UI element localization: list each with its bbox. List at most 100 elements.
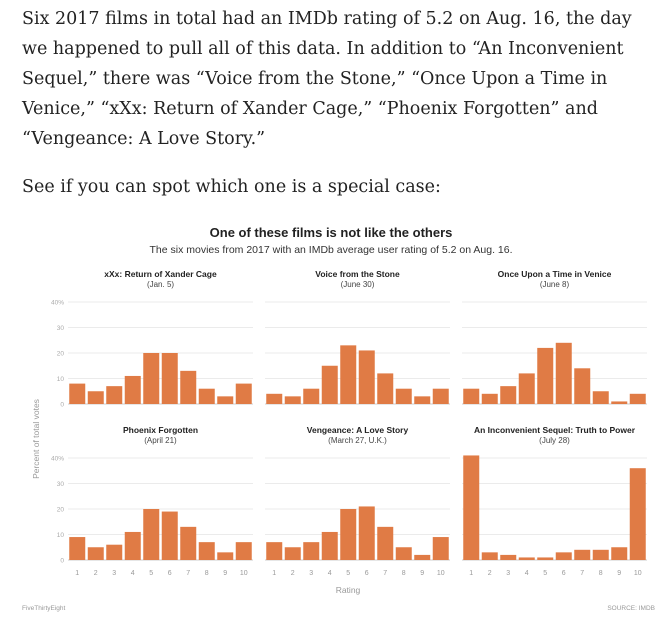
bar (395, 388, 412, 404)
bar (266, 393, 283, 404)
y-tick-label: 10 (57, 532, 65, 539)
panel-date: (April 21) (144, 436, 177, 445)
y-axis-label: Percent of total votes (31, 399, 41, 479)
bar (432, 537, 449, 560)
bar (629, 468, 646, 560)
y-tick-label: 20 (57, 351, 65, 358)
x-tick-label: 3 (309, 570, 313, 577)
bar (592, 549, 609, 560)
x-tick-label: 8 (402, 570, 406, 577)
source-note: SOURCE: IMDB (607, 605, 655, 612)
bar (340, 509, 357, 560)
x-tick-label: 10 (634, 570, 642, 577)
bar (284, 547, 301, 560)
article-paragraph-2: See if you can spot which one is a speci… (22, 177, 441, 197)
chart-panel: Phoenix Forgotten(April 21) 40% 30 20 10 0 1 2 3… (51, 425, 253, 577)
chart-panel: xXx: Return of Xander Cage(Jan. 5) 40% 30 2… (51, 269, 253, 409)
bar (481, 552, 498, 560)
chart-panel: An Inconvenient Sequel: Truth to Power(J… (462, 425, 647, 577)
x-tick-label: 9 (617, 570, 621, 577)
source-credit: FiveThirtyEight (22, 605, 66, 612)
bar (198, 542, 215, 560)
bar (266, 542, 283, 560)
bar (124, 531, 141, 560)
bar (69, 383, 86, 404)
bar (217, 552, 234, 560)
bar (592, 391, 609, 404)
bar (555, 342, 572, 404)
y-tick-label: 20 (57, 507, 65, 514)
chart-title: One of these films is not like the other… (210, 225, 453, 240)
x-tick-label: 2 (291, 570, 295, 577)
panel-date: (June 8) (540, 280, 570, 289)
bar (500, 554, 517, 560)
x-tick-label: 7 (186, 570, 190, 577)
x-tick-label: 2 (94, 570, 98, 577)
bar (106, 544, 123, 560)
bar (537, 557, 554, 560)
chart-panel: Once Upon a Time in Venice(June 8) (462, 269, 647, 405)
panel-title: Once Upon a Time in Venice (498, 269, 612, 279)
x-tick-label: 5 (543, 570, 547, 577)
x-tick-label: 7 (383, 570, 387, 577)
bar (284, 396, 301, 404)
bar (235, 383, 252, 404)
bar (87, 547, 104, 560)
x-tick-label: 3 (112, 570, 116, 577)
bar (321, 531, 338, 560)
x-tick-label: 6 (365, 570, 369, 577)
bar (358, 506, 375, 560)
bar (481, 393, 498, 404)
bar (611, 547, 628, 560)
x-tick-label: 8 (599, 570, 603, 577)
bar (69, 537, 86, 560)
panel-title: Phoenix Forgotten (123, 425, 198, 435)
x-tick-label: 1 (75, 570, 79, 577)
bar (463, 388, 480, 404)
y-tick-label: 0 (60, 402, 64, 409)
bar (395, 547, 412, 560)
x-tick-label: 5 (149, 570, 153, 577)
y-tick-label: 40% (51, 456, 64, 463)
bar (432, 388, 449, 404)
bar (518, 373, 535, 404)
bar (106, 386, 123, 404)
bar (180, 526, 197, 560)
y-tick-label: 30 (57, 481, 65, 488)
panel-title: Vengeance: A Love Story (307, 425, 409, 435)
article-paragraph-1: Six 2017 films in total had an IMDb rati… (22, 9, 632, 149)
bar (555, 552, 572, 560)
x-tick-label: 9 (420, 570, 424, 577)
small-multiples-chart: One of these films is not like the other… (22, 225, 655, 612)
panel-title: Voice from the Stone (315, 269, 400, 279)
x-tick-label: 10 (437, 570, 445, 577)
panel-date: (March 27, U.K.) (328, 436, 387, 445)
x-tick-label: 4 (131, 570, 135, 577)
x-tick-label: 8 (205, 570, 209, 577)
chart-panel: Voice from the Stone(June 30) (265, 269, 450, 405)
x-tick-label: 3 (506, 570, 510, 577)
bar (611, 401, 628, 404)
x-tick-label: 6 (168, 570, 172, 577)
bar (340, 345, 357, 404)
y-tick-label: 30 (57, 325, 65, 332)
x-tick-label: 1 (469, 570, 473, 577)
x-tick-label: 6 (562, 570, 566, 577)
panel-title: An Inconvenient Sequel: Truth to Power (474, 425, 636, 435)
bar (414, 396, 431, 404)
bar (143, 509, 160, 560)
bar (180, 370, 197, 404)
bar (518, 557, 535, 560)
bar (463, 455, 480, 560)
bar (377, 526, 394, 560)
bar (161, 511, 178, 560)
bar (574, 549, 591, 560)
y-tick-label: 10 (57, 376, 65, 383)
bar (303, 542, 320, 560)
bar (87, 391, 104, 404)
article-text: Six 2017 films in total had an IMDb rati… (22, 4, 662, 202)
panel-date: (Jan. 5) (147, 280, 174, 289)
bar (574, 368, 591, 404)
panel-date: (July 28) (539, 436, 570, 445)
bar (143, 353, 160, 404)
